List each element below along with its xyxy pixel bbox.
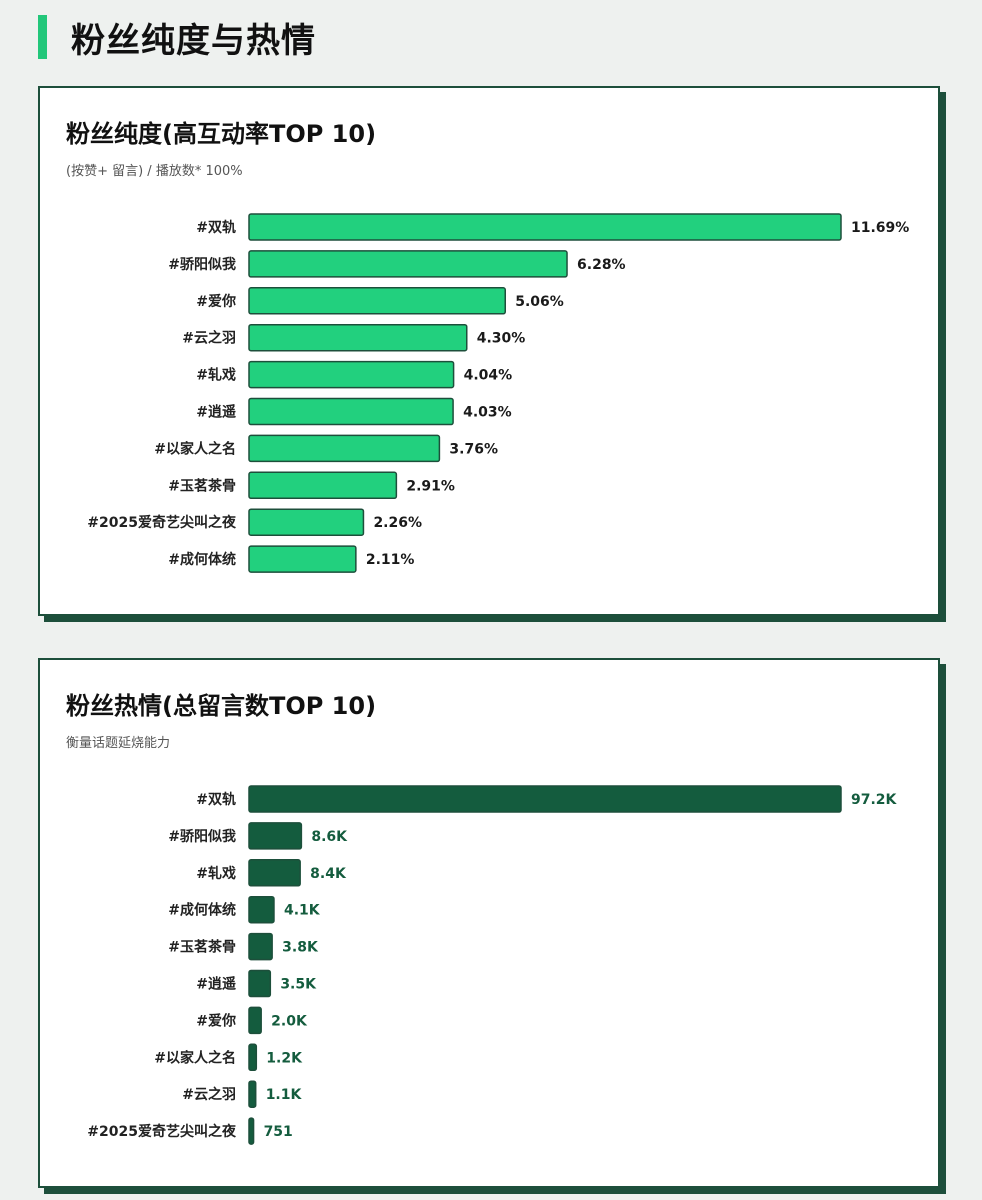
purity-value-label: 4.30% xyxy=(477,331,526,347)
page-title: 粉丝纯度与热情 xyxy=(71,20,316,61)
purity-bar xyxy=(248,360,455,389)
purity-category-label: #云之羽 xyxy=(182,330,236,347)
purity-value-label: 2.11% xyxy=(366,552,415,568)
passion-value-label: 2.0K xyxy=(271,1013,308,1029)
purity-bar xyxy=(248,508,365,536)
purity-bar xyxy=(248,287,506,315)
purity-category-label: #逍遥 xyxy=(196,404,236,421)
passion-bar-chart: #双轨 97.2K #骄阳似我 8.6K #轧戏 8.4K #成何体统 4.1K #玉茗茶骨 3.… xyxy=(87,785,898,1145)
purity-value-label: 3.76% xyxy=(449,441,498,457)
purity-value-label: 5.06% xyxy=(515,294,564,310)
purity-category-label: #玉茗茶骨 xyxy=(168,477,236,494)
passion-value-label: 1.1K xyxy=(266,1087,303,1103)
passion-bar xyxy=(248,1080,257,1108)
passion-chart-card: 粉丝热情(总留言数TOP 10) 衡量话题延烧能力 #双轨 97.2K #骄阳似我 8… xyxy=(38,658,940,1188)
passion-bar xyxy=(248,859,301,887)
purity-value-label: 11.69% xyxy=(851,220,909,236)
passion-value-label: 8.4K xyxy=(310,866,347,882)
passion-category-label: #云之羽 xyxy=(182,1086,236,1103)
passion-bar xyxy=(248,969,272,998)
passion-category-label: #爱你 xyxy=(196,1012,236,1029)
purity-bar xyxy=(248,471,398,500)
purity-bar xyxy=(248,434,441,463)
passion-bar xyxy=(248,932,273,961)
purity-category-label: #轧戏 xyxy=(196,367,236,384)
purity-category-label: #2025爱奇艺尖叫之夜 xyxy=(87,514,237,531)
purity-bar-chart: #双轨 11.69% #骄阳似我 6.28% #爱你 5.06% #云之羽 4.30% #轧戏 4… xyxy=(87,213,909,573)
passion-value-label: 3.5K xyxy=(280,977,317,993)
passion-bar xyxy=(248,1043,258,1072)
page-header: 粉丝纯度与热情 xyxy=(38,12,316,62)
passion-value-label: 751 xyxy=(264,1124,293,1140)
passion-bar xyxy=(248,785,842,813)
purity-value-label: 6.28% xyxy=(577,257,626,273)
passion-category-label: #成何体统 xyxy=(168,902,236,919)
passion-chart-subtitle: 衡量话题延烧能力 xyxy=(66,736,171,751)
purity-category-label: #以家人之名 xyxy=(154,440,236,457)
purity-bar xyxy=(248,397,454,426)
purity-value-label: 2.26% xyxy=(373,515,422,531)
passion-bar xyxy=(248,1117,255,1145)
passion-value-label: 3.8K xyxy=(282,940,319,956)
purity-bar xyxy=(248,250,568,278)
passion-value-label: 8.6K xyxy=(311,829,348,845)
purity-chart-subtitle: (按赞+ 留言) / 播放数* 100% xyxy=(66,164,243,179)
purity-bar xyxy=(248,545,357,573)
purity-bar xyxy=(248,213,842,241)
passion-chart-title: 粉丝热情(总留言数TOP 10) xyxy=(66,692,377,720)
passion-category-label: #2025爱奇艺尖叫之夜 xyxy=(87,1123,237,1140)
passion-bar xyxy=(248,895,275,924)
passion-value-label: 1.2K xyxy=(266,1050,303,1066)
passion-category-label: #轧戏 xyxy=(196,865,236,882)
purity-category-label: #双轨 xyxy=(196,219,236,236)
passion-category-label: #以家人之名 xyxy=(154,1049,236,1066)
purity-value-label: 4.03% xyxy=(463,405,512,421)
purity-category-label: #爱你 xyxy=(196,293,236,310)
passion-category-label: #骄阳似我 xyxy=(168,828,236,845)
purity-value-label: 2.91% xyxy=(406,478,455,494)
passion-bar xyxy=(248,1006,262,1035)
purity-category-label: #骄阳似我 xyxy=(168,256,236,273)
passion-bar xyxy=(248,822,303,850)
passion-category-label: #双轨 xyxy=(196,791,236,808)
passion-value-label: 97.2K xyxy=(851,792,898,808)
passion-category-label: #玉茗茶骨 xyxy=(168,939,236,956)
header-accent-bar xyxy=(38,15,47,59)
purity-bar xyxy=(248,323,468,352)
purity-value-label: 4.04% xyxy=(464,368,513,384)
passion-category-label: #逍遥 xyxy=(196,976,236,993)
purity-chart-title: 粉丝纯度(高互动率TOP 10) xyxy=(66,120,377,148)
purity-chart-card: 粉丝纯度(高互动率TOP 10) (按赞+ 留言) / 播放数* 100% #双… xyxy=(38,86,940,616)
passion-value-label: 4.1K xyxy=(284,903,321,919)
purity-category-label: #成何体统 xyxy=(168,551,236,568)
